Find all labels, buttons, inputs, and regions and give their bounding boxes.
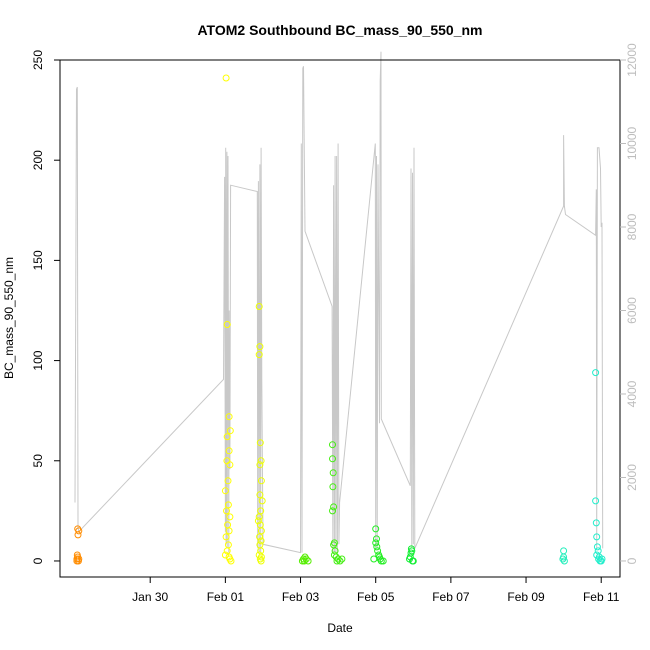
data-point — [225, 413, 233, 421]
data-point — [255, 351, 263, 359]
data-point — [257, 557, 265, 565]
data-point — [329, 483, 337, 491]
y-tick-label: 100 — [31, 350, 45, 370]
data-point — [256, 343, 264, 351]
data-point — [593, 533, 601, 541]
y-tick-label: 150 — [31, 250, 45, 270]
data-point — [256, 533, 264, 541]
data-point — [227, 557, 235, 565]
y2-tick-label: 12000 — [625, 43, 639, 77]
data-point — [223, 547, 231, 555]
data-point — [222, 74, 230, 82]
y2-tick-label: 8000 — [625, 213, 639, 240]
data-point — [254, 517, 262, 525]
data-point — [560, 557, 568, 565]
data-point — [372, 539, 380, 547]
data-point — [223, 507, 230, 515]
y2-tick-label: 2000 — [625, 464, 639, 491]
data-point — [300, 555, 307, 563]
y2-tick-label: 6000 — [625, 297, 639, 324]
y-axis-label: BC_mass_90_550_nm — [2, 257, 16, 379]
data-point — [592, 497, 600, 505]
chart-title: ATOM2 Southbound BC_mass_90_550_nm — [197, 22, 482, 38]
data-point — [336, 557, 344, 565]
scatter-points-layer — [73, 74, 606, 565]
data-point — [256, 461, 264, 469]
data-point — [257, 537, 265, 545]
data-point — [255, 303, 263, 310]
data-point — [222, 533, 230, 541]
data-point — [223, 433, 231, 441]
data-point — [598, 555, 606, 563]
x-tick-label: Jan 30 — [132, 590, 168, 604]
x-tick-label: Feb 01 — [207, 590, 245, 604]
data-point — [74, 525, 82, 533]
x-tick-label: Feb 07 — [432, 590, 470, 604]
data-point — [560, 547, 568, 555]
altitude-line-layer — [74, 51, 604, 554]
data-point — [223, 457, 231, 465]
data-point — [330, 503, 338, 511]
data-point — [255, 513, 263, 521]
data-point — [75, 555, 83, 563]
data-point — [592, 369, 600, 377]
y2-tick-label: 10000 — [625, 126, 639, 160]
data-point — [376, 555, 384, 563]
axes-layer: Jan 30 Feb 01 Feb 03 Feb 05 Feb 07 Feb 09 Feb … — [31, 43, 639, 604]
x-axis-label: Date — [327, 621, 353, 635]
x-tick-label: Feb 05 — [357, 590, 395, 604]
data-point — [257, 477, 265, 485]
data-point — [226, 513, 234, 521]
data-point — [258, 497, 266, 505]
data-point — [338, 555, 346, 563]
data-point — [256, 439, 264, 447]
data-point — [330, 551, 338, 559]
data-point — [223, 321, 231, 328]
y-tick-label: 250 — [31, 50, 45, 70]
y2-tick-label: 0 — [625, 557, 639, 564]
data-point — [373, 535, 380, 543]
data-point — [329, 507, 336, 515]
y2-tick-label: 4000 — [625, 380, 639, 407]
data-point — [301, 553, 309, 561]
altitude-line — [74, 51, 604, 554]
data-point — [559, 555, 567, 563]
y-tick-label: 200 — [31, 150, 45, 170]
x-tick-label: Feb 03 — [282, 590, 320, 604]
data-point — [329, 455, 336, 463]
data-point — [256, 491, 264, 499]
y-tick-label: 50 — [31, 454, 45, 468]
data-point — [221, 487, 229, 495]
data-point — [226, 427, 234, 435]
data-point — [257, 457, 265, 465]
data-point — [225, 527, 233, 535]
data-point — [370, 555, 378, 563]
x-tick-label: Feb 11 — [583, 590, 620, 604]
data-point — [329, 469, 337, 477]
data-point — [329, 441, 336, 449]
data-point — [592, 519, 600, 527]
plot-frame — [59, 59, 621, 578]
data-point — [221, 551, 229, 559]
y-tick-label: 0 — [31, 557, 45, 564]
data-point — [374, 547, 382, 555]
data-point — [409, 557, 417, 565]
data-point — [224, 501, 232, 509]
data-point — [255, 551, 263, 559]
data-point — [225, 447, 233, 455]
x-tick-label: Feb 09 — [507, 590, 545, 604]
data-point — [593, 543, 601, 551]
data-point — [372, 525, 380, 533]
data-point — [224, 477, 232, 485]
data-point — [373, 543, 381, 551]
